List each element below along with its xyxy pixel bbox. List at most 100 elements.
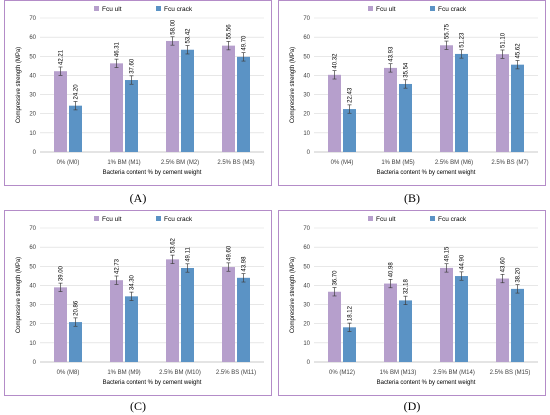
bar (511, 64, 524, 152)
bar (110, 280, 123, 362)
y-tick-label: 60 (303, 35, 310, 41)
x-tick-label: 2.5% BM (M2) (161, 160, 199, 166)
y-tick-label: 30 (29, 303, 36, 309)
y-tick-label: 20 (29, 322, 36, 328)
y-tick-label: 0 (33, 360, 37, 366)
data-label: 46.31 (115, 41, 121, 57)
y-tick-label: 60 (29, 245, 36, 251)
data-label: 51.10 (501, 32, 507, 48)
y-tick-label: 70 (303, 16, 310, 22)
data-label: 38.20 (516, 267, 522, 283)
data-label: 36.70 (333, 270, 339, 286)
bar (496, 278, 509, 362)
y-tick-label: 10 (29, 341, 36, 347)
y-tick-label: 40 (29, 73, 36, 79)
x-tick-label: 1% BM (M13) (380, 370, 417, 376)
y-axis-title: Compressive strength (MPa) (290, 47, 296, 123)
x-tick-label: 2.5% BM (M14) (433, 370, 475, 376)
bar-chart: Fcu ult Fcu crack 0 10 20 30 40 50 60 70 Compressi… (16, 6, 264, 176)
bar (125, 296, 138, 362)
data-label: 42.73 (115, 258, 121, 274)
bar (440, 45, 453, 152)
bar (455, 53, 468, 153)
y-tick-label: 50 (303, 264, 310, 270)
legend-label: Fcu crack (164, 216, 193, 223)
y-tick-label: 0 (33, 150, 37, 156)
bar (399, 300, 412, 362)
bar (440, 267, 453, 362)
chart-panel-a: Fcu ult Fcu crack 0 10 20 30 40 50 60 70 Compressi… (4, 0, 272, 208)
x-axis-title: Bacteria content % by cement weight (103, 380, 202, 386)
y-tick-label: 0 (307, 360, 311, 366)
bar (69, 322, 82, 362)
legend-swatch (430, 216, 435, 221)
data-label: 43.60 (501, 257, 507, 273)
y-tick-label: 30 (303, 303, 310, 309)
panel-label: (D) (403, 399, 421, 413)
data-label: 44.90 (460, 254, 466, 270)
data-label: 53.62 (171, 237, 177, 253)
y-tick-label: 20 (303, 322, 310, 328)
data-label: 40.98 (389, 262, 395, 278)
y-tick-label: 30 (29, 93, 36, 99)
bar (181, 49, 194, 152)
y-tick-label: 50 (29, 54, 36, 60)
data-label: 55.75 (445, 23, 451, 39)
bar (166, 259, 179, 362)
bar (166, 40, 179, 152)
bar (222, 267, 235, 362)
x-axis-title: Bacteria content % by cement weight (103, 170, 202, 176)
bar (455, 276, 468, 362)
x-tick-label: 2.5% BS (M7) (491, 160, 528, 166)
bar (496, 54, 509, 152)
data-label: 37.60 (130, 58, 136, 74)
y-axis-title: Compressive strength (MPa) (16, 257, 22, 333)
x-axis-title: Bacteria content % by cement weight (377, 170, 476, 176)
y-tick-label: 20 (29, 112, 36, 118)
data-label: 24.20 (74, 84, 80, 100)
y-tick-label: 50 (29, 264, 36, 270)
legend-label: Fcu crack (438, 6, 467, 13)
legend: Fcu ult Fcu crack (94, 6, 193, 13)
y-tick-label: 30 (303, 93, 310, 99)
bar (69, 105, 82, 152)
legend-swatch (368, 6, 373, 11)
y-axis-title: Compressive strength (MPa) (16, 47, 22, 123)
x-tick-label: 1% BM (M9) (107, 370, 140, 376)
legend-label: Fcu crack (438, 216, 467, 223)
y-tick-label: 10 (303, 341, 310, 347)
legend-label: Fcu ult (376, 6, 396, 13)
legend-swatch (156, 216, 161, 221)
bar (222, 45, 235, 152)
y-tick-label: 0 (307, 150, 311, 156)
y-tick-label: 70 (29, 16, 36, 22)
data-label: 39.00 (59, 265, 65, 281)
legend: Fcu ult Fcu crack (368, 216, 467, 223)
chart-panel-b: Fcu ult Fcu crack 0 10 20 30 40 50 60 70 Compressi… (278, 0, 546, 208)
bar-chart: Fcu ult Fcu crack 0 10 20 30 40 50 60 70 Compressi… (16, 216, 264, 386)
legend-swatch (94, 6, 99, 11)
y-tick-label: 70 (303, 226, 310, 232)
y-tick-label: 60 (29, 35, 36, 41)
data-label: 42.21 (59, 49, 65, 65)
bar-chart: Fcu ult Fcu crack 0 10 20 30 40 50 60 70 Compressi… (290, 216, 538, 386)
x-tick-label: 2.5% BM (M6) (435, 160, 473, 166)
data-label: 43.93 (389, 46, 395, 62)
x-tick-label: 0% (M12) (329, 370, 355, 376)
bar (343, 109, 356, 152)
bar (125, 80, 138, 152)
legend-label: Fcu ult (376, 216, 396, 223)
data-label: 35.54 (404, 62, 410, 78)
bar (328, 291, 341, 362)
x-axis-title: Bacteria content % by cement weight (377, 380, 476, 386)
bar (237, 56, 250, 152)
x-tick-label: 2.5% BS (M3) (217, 160, 254, 166)
bar (54, 71, 67, 152)
y-tick-label: 70 (29, 226, 36, 232)
data-label: 49.11 (186, 247, 192, 262)
legend-swatch (94, 216, 99, 221)
x-tick-label: 1% BM (M1) (107, 160, 140, 166)
y-tick-label: 40 (303, 73, 310, 79)
data-label: 45.62 (516, 43, 522, 59)
bar (511, 288, 524, 362)
